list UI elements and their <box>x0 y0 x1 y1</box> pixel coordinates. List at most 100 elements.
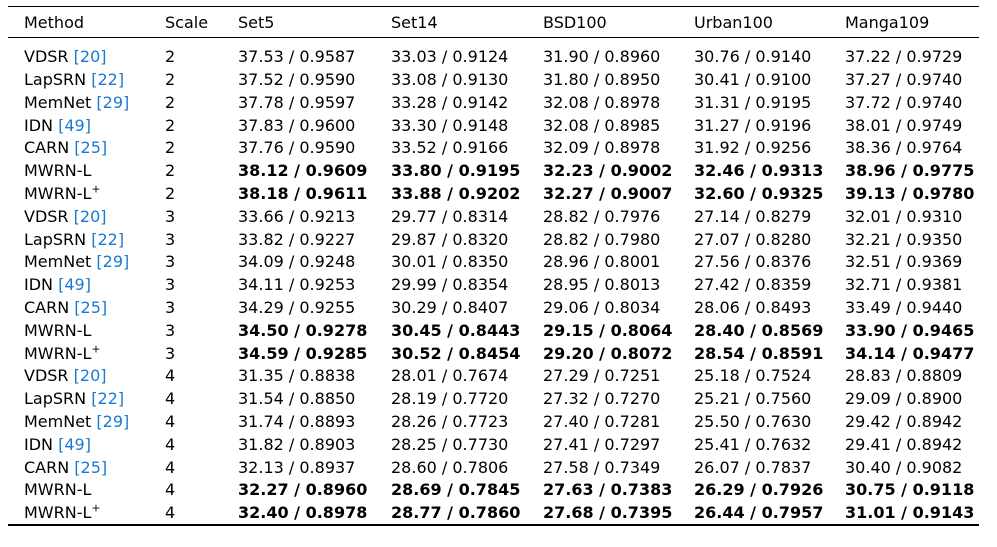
citation-link[interactable]: [22] <box>91 70 125 90</box>
value-cell-set5: 34.11 / 0.9253 <box>238 275 356 295</box>
scale-cell: 4 <box>165 457 176 477</box>
value-cell-urban100: 32.46 / 0.9313 <box>694 161 824 181</box>
method-name: IDN <box>24 275 54 295</box>
table-row: MWRN-L+ 2 38.18 / 0.9611 33.88 / 0.9202 32.2… <box>8 182 979 205</box>
value-cell-set14: 29.77 / 0.8314 <box>391 206 509 226</box>
value-cell-bsd100: 28.95 / 0.8013 <box>543 275 661 295</box>
scale-cell: 2 <box>165 70 176 90</box>
value-cell-set14: 28.77 / 0.7860 <box>391 503 521 523</box>
value-cell-bsd100: 32.27 / 0.9007 <box>543 184 673 204</box>
citation-link[interactable]: [20] <box>73 206 107 226</box>
header-manga109: Manga109 <box>845 12 930 32</box>
citation-link[interactable]: [25] <box>74 457 108 477</box>
value-cell-urban100: 27.42 / 0.8359 <box>694 275 812 295</box>
method-name: MemNet <box>24 412 92 432</box>
value-cell-set5: 34.09 / 0.9248 <box>238 252 356 272</box>
citation-link[interactable]: [20] <box>73 47 107 67</box>
value-cell-urban100: 28.06 / 0.8493 <box>694 298 812 318</box>
scale-cell: 3 <box>165 252 176 272</box>
value-cell-set14: 28.19 / 0.7720 <box>391 389 509 409</box>
value-cell-urban100: 27.14 / 0.8279 <box>694 206 812 226</box>
value-cell-manga109: 32.21 / 0.9350 <box>845 229 963 249</box>
value-cell-manga109: 32.71 / 0.9381 <box>845 275 963 295</box>
citation-link[interactable]: [49] <box>58 275 91 295</box>
value-cell-bsd100: 27.32 / 0.7270 <box>543 389 661 409</box>
citation-link[interactable]: [22] <box>91 389 125 409</box>
method-superscript: + <box>91 342 101 356</box>
value-cell-urban100: 25.50 / 0.7630 <box>694 412 812 432</box>
value-cell-urban100: 26.07 / 0.7837 <box>694 457 812 477</box>
method-cell: IDN [49] <box>8 435 165 454</box>
value-cell-set14: 33.30 / 0.9148 <box>391 115 509 135</box>
value-cell-urban100: 32.60 / 0.9325 <box>694 184 824 204</box>
value-cell-urban100: 31.31 / 0.9195 <box>694 92 812 112</box>
value-cell-set5: 31.35 / 0.8838 <box>238 366 356 386</box>
value-cell-set14: 29.87 / 0.8320 <box>391 229 509 249</box>
value-cell-set14: 30.45 / 0.8443 <box>391 320 521 340</box>
table-row: CARN [25] 4 32.13 / 0.8937 28.60 / 0.7806 27… <box>8 456 979 479</box>
method-name: MWRN-L <box>24 184 92 204</box>
table-row: LapSRN [22] 3 33.82 / 0.9227 29.87 / 0.8320… <box>8 228 979 251</box>
value-cell-manga109: 39.13 / 0.9780 <box>845 184 975 204</box>
value-cell-manga109: 37.27 / 0.9740 <box>845 70 963 90</box>
value-cell-bsd100: 27.63 / 0.7383 <box>543 480 673 500</box>
method-name: MemNet <box>24 92 92 112</box>
value-cell-set14: 29.99 / 0.8354 <box>391 275 509 295</box>
method-cell: MemNet [29] <box>8 252 165 271</box>
value-cell-urban100: 31.92 / 0.9256 <box>694 138 812 158</box>
value-cell-set5: 37.53 / 0.9587 <box>238 47 356 67</box>
table-row: CARN [25] 3 34.29 / 0.9255 30.29 / 0.8407 29… <box>8 296 979 319</box>
value-cell-manga109: 29.09 / 0.8900 <box>845 389 963 409</box>
citation-link[interactable]: [22] <box>91 229 125 249</box>
value-cell-bsd100: 31.90 / 0.8960 <box>543 47 661 67</box>
citation-link[interactable]: [49] <box>58 434 91 454</box>
value-cell-set5: 33.82 / 0.9227 <box>238 229 356 249</box>
value-cell-set14: 30.01 / 0.8350 <box>391 252 509 272</box>
method-cell: IDN [49] <box>8 275 165 294</box>
scale-cell: 4 <box>165 389 176 409</box>
scale-cell: 4 <box>165 503 176 523</box>
citation-link[interactable]: [29] <box>96 252 130 272</box>
table-row: VDSR [20] 4 31.35 / 0.8838 28.01 / 0.7674 27… <box>8 365 979 388</box>
value-cell-set5: 31.82 / 0.8903 <box>238 434 356 454</box>
citation-link[interactable]: [20] <box>73 366 107 386</box>
scale-cell: 2 <box>165 138 176 158</box>
method-cell: LapSRN [22] <box>8 70 165 89</box>
method-name: CARN <box>24 298 70 318</box>
citation-link[interactable]: [29] <box>96 92 130 112</box>
method-name: LapSRN <box>24 389 87 409</box>
method-cell: LapSRN [22] <box>8 230 165 249</box>
value-cell-set5: 34.29 / 0.9255 <box>238 298 356 318</box>
value-cell-set14: 33.88 / 0.9202 <box>391 184 521 204</box>
value-cell-set14: 28.60 / 0.7806 <box>391 457 509 477</box>
value-cell-urban100: 26.29 / 0.7926 <box>694 480 824 500</box>
value-cell-urban100: 27.07 / 0.8280 <box>694 229 812 249</box>
table-row: MWRN-L 4 32.27 / 0.8960 28.69 / 0.7845 27.63… <box>8 479 979 502</box>
table-row: IDN [49] 4 31.82 / 0.8903 28.25 / 0.7730 27.… <box>8 433 979 456</box>
scale-cell: 2 <box>165 92 176 112</box>
table-row: LapSRN [22] 2 37.52 / 0.9590 33.08 / 0.9130… <box>8 68 979 91</box>
header-scale: Scale <box>165 12 209 32</box>
value-cell-manga109: 32.01 / 0.9310 <box>845 206 963 226</box>
table-row: CARN [25] 2 37.76 / 0.9590 33.52 / 0.9166 32… <box>8 137 979 160</box>
citation-link[interactable]: [49] <box>58 115 91 135</box>
value-cell-bsd100: 27.41 / 0.7297 <box>543 434 661 454</box>
value-cell-manga109: 34.14 / 0.9477 <box>845 343 975 363</box>
header-rule <box>8 37 979 39</box>
value-cell-bsd100: 29.15 / 0.8064 <box>543 320 673 340</box>
scale-cell: 3 <box>165 343 176 363</box>
method-cell: MemNet [29] <box>8 412 165 431</box>
method-name: VDSR <box>24 47 69 67</box>
value-cell-manga109: 31.01 / 0.9143 <box>845 503 975 523</box>
value-cell-set5: 33.66 / 0.9213 <box>238 206 356 226</box>
header-urban100: Urban100 <box>694 12 773 32</box>
value-cell-manga109: 28.83 / 0.8809 <box>845 366 963 386</box>
scale-cell: 2 <box>165 161 176 181</box>
citation-link[interactable]: [25] <box>74 298 108 318</box>
value-cell-set14: 28.69 / 0.7845 <box>391 480 521 500</box>
table-row: MWRN-L 3 34.50 / 0.9278 30.45 / 0.8443 29.15… <box>8 319 979 342</box>
citation-link[interactable]: [29] <box>96 412 130 432</box>
citation-link[interactable]: [25] <box>74 138 108 158</box>
value-cell-set5: 37.83 / 0.9600 <box>238 115 356 135</box>
value-cell-manga109: 29.42 / 0.8942 <box>845 412 963 432</box>
